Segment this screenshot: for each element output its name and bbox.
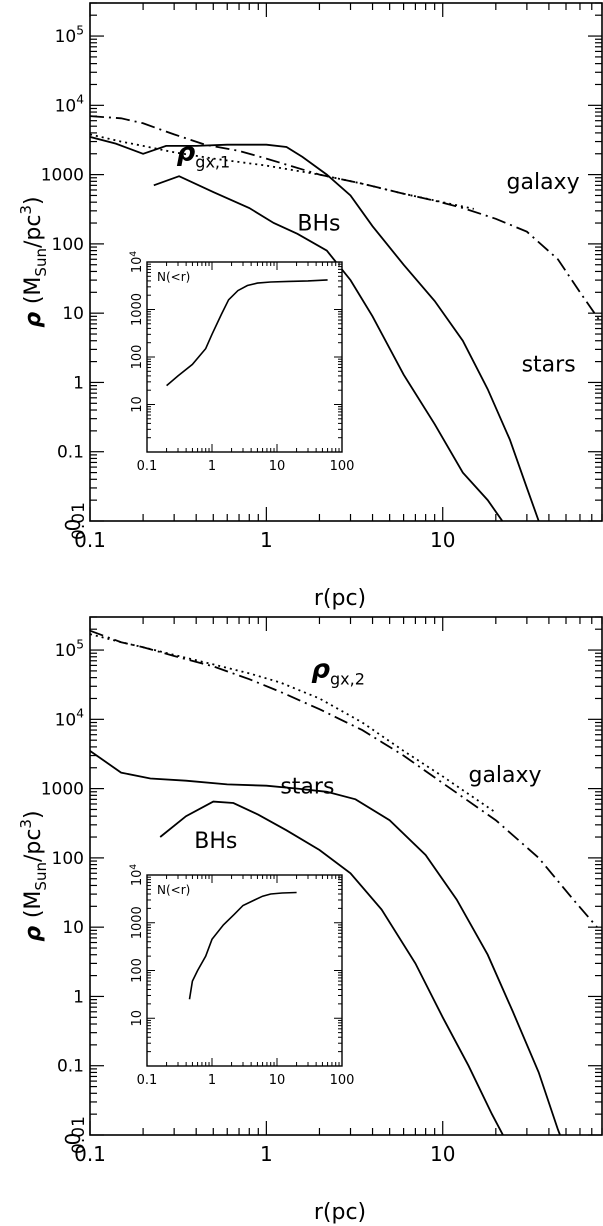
annotation: ρgx,1 — [177, 137, 231, 171]
y-tick-label: 0.01 — [69, 1116, 89, 1154]
x-tick-label: 1 — [260, 1142, 273, 1166]
inset-x-tick-label: 0.1 — [137, 1073, 158, 1088]
y-tick-label: 105 — [55, 637, 84, 661]
annotation: BHs — [194, 829, 237, 854]
y-tick-label: 104 — [55, 707, 85, 731]
y-tick-label: 0.1 — [57, 1057, 84, 1077]
annotation: galaxy — [507, 170, 580, 195]
y-tick-label: 100 — [52, 849, 84, 869]
y-axis-label: ρ (MSun/pc3) — [17, 810, 50, 941]
inset-y-tick-label: 1000 — [130, 906, 145, 939]
inset-y-tick-label: 104 — [129, 251, 145, 274]
inset-frame — [146, 874, 343, 1067]
plot-frame — [89, 2, 603, 522]
annotation: ρgx,2 — [311, 655, 365, 689]
x-tick-label: 1 — [260, 528, 273, 552]
inset-x-tick-label: 0.1 — [137, 459, 158, 474]
annotation: BHs — [297, 212, 340, 237]
annotation: stars — [280, 774, 334, 799]
series-bhs — [159, 800, 504, 1135]
y-tick-label: 1 — [73, 373, 84, 393]
inset-label: N(<r) — [157, 883, 190, 897]
x-tick-label: 10 — [430, 528, 455, 552]
y-tick-label: 0.1 — [57, 443, 84, 463]
inset-y-tick-label: 104 — [129, 864, 145, 887]
y-tick-label: 10 — [62, 304, 84, 324]
inset-1: 0.1 1 10 100 10 100 1000 104 N(<r) — [129, 251, 354, 474]
y-tick-label: 0.01 — [69, 502, 89, 540]
series-stars — [90, 750, 561, 1135]
series-bhs — [153, 175, 504, 521]
y-tick-label: 1 — [73, 987, 84, 1007]
inset-label: N(<r) — [157, 270, 190, 284]
inset-2: 0.1 1 10 100 10 100 1000 104 N(<r) — [129, 864, 354, 1088]
annotation: galaxy — [468, 763, 541, 788]
series-galaxy — [90, 629, 598, 928]
inset-x-tick-label: 10 — [269, 459, 286, 474]
inset-y-tick-label: 1000 — [130, 293, 145, 326]
inset-y-tick-label: 10 — [130, 396, 145, 413]
x-tick-label: 0.1 — [74, 528, 106, 552]
y-tick-label: 1000 — [41, 166, 84, 186]
inset-y-tick-label: 100 — [130, 958, 145, 983]
origin-label: 0 — [61, 1133, 85, 1146]
inset-series-cumulative-bhs — [188, 891, 297, 1000]
inset-x-tick-label: 100 — [330, 1073, 355, 1088]
inset-y-tick-label: 10 — [130, 1010, 145, 1027]
inset-frame — [146, 261, 343, 453]
series--gx-2 — [90, 633, 497, 814]
y-tick-label: 100 — [52, 235, 84, 255]
x-tick-label: 10 — [430, 1142, 455, 1166]
x-axis-label: r(pc) — [314, 1200, 366, 1225]
y-tick-label: 1000 — [41, 780, 84, 800]
x-tick-label: 0.1 — [74, 1142, 106, 1166]
y-tick-label: 10 — [62, 918, 84, 938]
series-stars — [90, 136, 540, 521]
inset-series-cumulative-bhs — [166, 279, 328, 387]
x-axis-label: r(pc) — [314, 586, 366, 611]
y-tick-label: 105 — [55, 23, 84, 47]
inset-x-tick-label: 10 — [269, 1073, 286, 1088]
annotation: stars — [522, 352, 576, 377]
inset-x-tick-label: 100 — [330, 459, 355, 474]
inset-x-tick-label: 1 — [208, 1073, 216, 1088]
inset-x-tick-label: 1 — [208, 459, 216, 474]
plot-frame — [89, 616, 603, 1136]
y-tick-label: 104 — [55, 93, 85, 117]
origin-label: 0 — [61, 519, 85, 532]
y-axis-label: ρ (MSun/pc3) — [17, 196, 50, 327]
inset-y-tick-label: 100 — [130, 345, 145, 370]
